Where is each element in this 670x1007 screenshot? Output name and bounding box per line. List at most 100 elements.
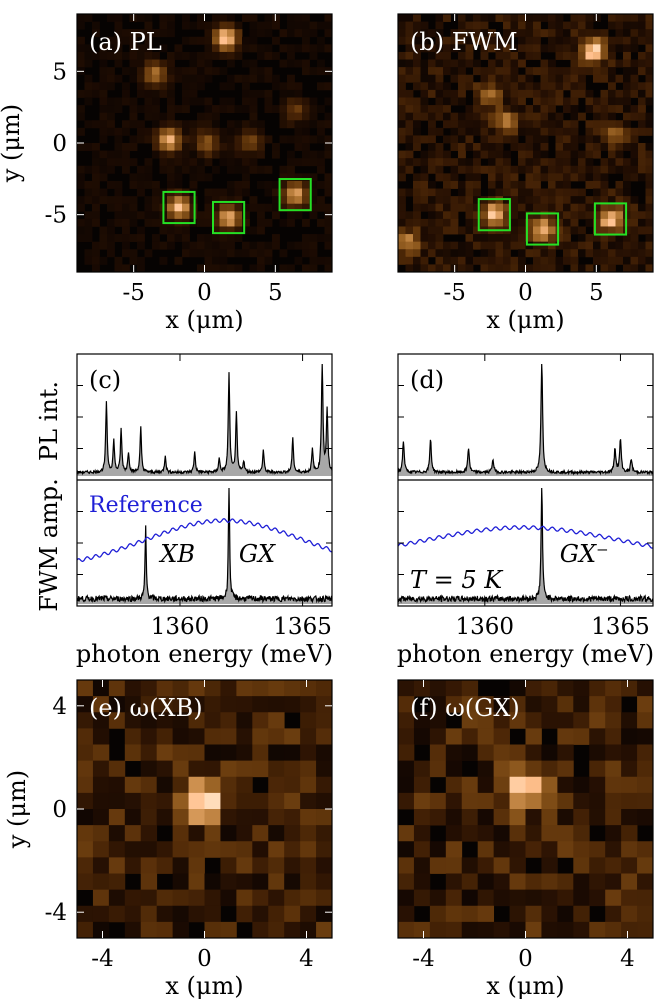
heatmap-cell [555,89,564,98]
heatmap-cell [302,97,310,106]
heatmap-cell [152,188,160,197]
heatmap-cell [236,760,253,778]
heatmap-cell [488,143,496,151]
heatmap-cell [249,21,258,30]
heatmap-cell [252,889,269,907]
heatmap-cell [234,21,243,30]
heatmap-cell [645,82,654,91]
heatmap-cell [540,211,549,220]
heatmap-cell [124,728,142,745]
peak-label-gx: GX [239,540,276,568]
heatmap-cell [509,841,526,858]
heatmap-cell [287,120,295,129]
heatmap-cell [429,841,447,858]
panel-label: (b) FWM [410,28,518,56]
y-tick-label: 5 [52,59,67,85]
heatmap-cell [585,89,594,98]
heatmap-cell [189,143,198,151]
heatmap-cell [541,889,558,907]
heatmap-cell [268,680,285,697]
heatmap-cell [268,744,285,762]
heatmap-cell [287,241,295,250]
heatmap-cell [458,165,466,174]
heatmap-cell [189,173,198,182]
heatmap-cell [220,921,237,939]
heatmap-cell [473,14,481,22]
heatmap-cell [429,760,447,778]
heatmap-cell [249,165,258,174]
heatmap-cell [234,211,243,220]
heatmap-cell [548,36,556,45]
heatmap-cell [563,143,571,151]
heatmap-cell [445,760,463,778]
heatmap-cell [398,51,406,60]
heatmap-cell [212,150,220,159]
heatmap-cell [540,256,549,265]
heatmap-cell [219,234,228,243]
heatmap-cell [413,51,421,60]
heatmap-cell [309,105,318,114]
x-axis-label: x (μm) [165,972,243,1000]
heatmap-cell [578,36,586,45]
heatmap-cell [156,889,174,907]
heatmap-cell [77,218,85,227]
heatmap-cell [605,728,622,745]
heatmap-cell [302,105,310,114]
heatmap-cell [621,760,638,778]
heatmap-cell [182,196,190,205]
heatmap-cell [593,203,601,212]
heatmap-cell [398,89,406,98]
heatmap-cell [159,135,168,144]
heatmap-cell [405,135,414,144]
heatmap-cell [548,188,556,197]
heatmap-cell [108,905,126,923]
heatmap-cell [257,165,265,174]
heatmap-cell [435,165,444,174]
heatmap-cell [615,249,624,258]
heatmap-cell [234,120,243,129]
heatmap-cell [137,127,145,136]
heatmap-cell [317,256,325,265]
heatmap-cell [129,51,138,60]
heatmap-cell [249,97,258,106]
heatmap-cell [405,67,414,76]
heatmap-cell [420,165,429,174]
heatmap-cell [458,150,466,159]
heatmap-cell [623,256,631,265]
heatmap-cell [234,150,243,159]
heatmap-cell [480,112,489,121]
heatmap-cell [533,234,541,243]
heatmap-cell [461,680,479,697]
heatmap-cell [541,712,558,729]
heatmap-cell [548,165,556,174]
heatmap-cell [272,105,280,114]
heatmap-cell [188,728,205,745]
heatmap-cell [122,51,130,60]
heatmap-cell [600,59,609,68]
heatmap-cell [525,112,534,121]
heatmap-cell [413,921,431,939]
heatmap-cell [159,226,168,235]
heatmap-cell [257,249,265,258]
heatmap-cell [204,712,221,729]
heatmap-cell [435,36,444,45]
heatmap-cell [284,680,301,697]
heatmap-cell [540,241,549,250]
heatmap-cell [563,97,571,106]
heatmap-cell [284,744,301,762]
heatmap-cell [317,165,325,174]
heatmap-cell [509,825,526,842]
heatmap-cell [445,857,463,874]
heatmap-cell [510,234,519,243]
heatmap-cell [188,841,205,858]
heatmap-cell [443,120,451,129]
heatmap-cell [107,82,115,91]
heatmap-cell [219,44,228,53]
heatmap-cell [509,792,526,810]
heatmap-cell [272,234,280,243]
heatmap-cell [122,150,130,159]
heatmap-cell [398,905,415,923]
heatmap-cell [493,728,510,745]
heatmap-cell [152,203,160,212]
heatmap-cell [309,188,318,197]
